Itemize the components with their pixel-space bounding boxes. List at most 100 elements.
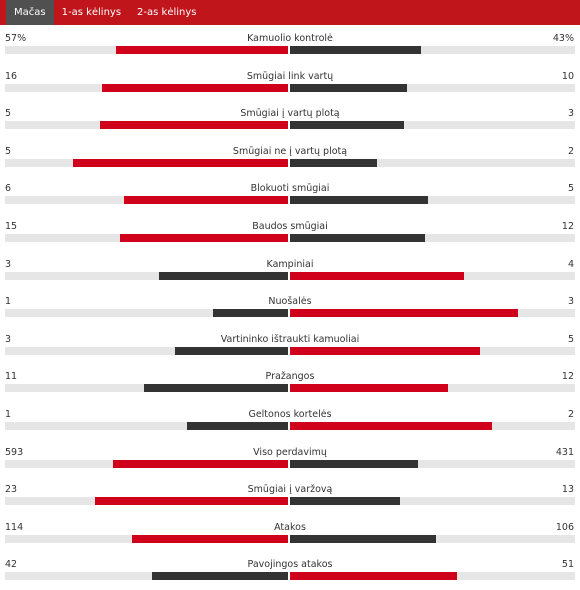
stat-text-line: 16 Smūgiai link vartų 10: [0, 71, 580, 83]
home-value: 42: [5, 559, 18, 571]
stat-row: 23 Smūgiai į varžovą 13: [0, 476, 580, 514]
stat-label: Pavojingos atakos: [247, 559, 333, 571]
away-bar-track: [290, 158, 575, 167]
home-value: 16: [5, 70, 18, 82]
home-value: 3: [5, 258, 12, 270]
home-bar: [175, 346, 288, 355]
home-bar: [100, 121, 288, 130]
home-bar-track: [5, 233, 288, 242]
home-bar: [102, 83, 288, 92]
stat-text-line: 11 Pražangos 12: [0, 371, 580, 383]
stat-text-line: 5 Smūgiai į vartų plotą 3: [0, 108, 580, 120]
away-value: 13: [561, 484, 574, 496]
stat-row: 15 Baudos smūgiai 12: [0, 213, 580, 251]
away-value: 431: [555, 446, 574, 458]
stat-text-line: 1 Nuošalės 3: [0, 296, 580, 308]
away-bar: [290, 384, 448, 393]
away-bar: [290, 421, 492, 430]
stat-label: Geltonos kortelės: [248, 408, 332, 420]
away-bar: [290, 121, 404, 130]
home-bar: [132, 534, 288, 543]
tab-second-half[interactable]: 2-as kėlinys: [137, 7, 197, 18]
home-bar: [152, 572, 288, 581]
stat-label: Kampiniai: [266, 258, 314, 270]
home-value: 23: [5, 484, 18, 496]
away-bar: [290, 271, 464, 280]
stat-row: 3 Vartininko ištraukti kamuoliai 5: [0, 326, 580, 364]
stat-label: Smūgiai ne į vartų plotą: [232, 145, 348, 157]
away-bar: [290, 233, 425, 242]
home-bar: [113, 459, 288, 468]
home-bar-track: [5, 121, 288, 130]
away-bar: [290, 459, 418, 468]
stats-list: 57% Kamuolio kontrolė 43% 16 Smūgiai link va…: [0, 25, 580, 589]
away-bar: [290, 497, 400, 506]
home-bar: [95, 497, 288, 506]
stat-text-line: 15 Baudos smūgiai 12: [0, 221, 580, 233]
away-bar: [290, 309, 518, 318]
away-value: 5: [567, 333, 574, 345]
home-bar-track: [5, 83, 288, 92]
home-bar: [120, 233, 288, 242]
away-bar-track: [290, 309, 575, 318]
home-bar-track: [5, 196, 288, 205]
tab-match[interactable]: Mačas: [6, 0, 54, 25]
home-value: 593: [5, 446, 24, 458]
home-bar: [124, 196, 288, 205]
period-tabs: Mačas 1-as kėlinys 2-as kėlinys: [0, 0, 580, 25]
home-bar-track: [5, 497, 288, 506]
away-value: 2: [567, 145, 574, 157]
stat-text-line: 6 Blokuoti smūgiai 5: [0, 183, 580, 195]
home-bar-track: [5, 572, 288, 581]
home-value: 114: [5, 521, 24, 533]
stat-label: Smūgiai link vartų: [246, 70, 334, 82]
stat-row: 1 Geltonos kortelės 2: [0, 401, 580, 439]
away-bar-track: [290, 121, 575, 130]
home-bar-track: [5, 46, 288, 54]
home-bar-track: [5, 459, 288, 468]
stat-label: Pražangos: [265, 371, 315, 383]
stat-label: Nuošalės: [268, 296, 312, 308]
stat-text-line: 3 Kampiniai 4: [0, 259, 580, 271]
away-bar-track: [290, 497, 575, 506]
home-bar: [116, 46, 288, 54]
away-bar-track: [290, 196, 575, 205]
home-bar: [144, 384, 288, 393]
away-bar-track: [290, 46, 575, 54]
stat-text-line: 1 Geltonos kortelės 2: [0, 409, 580, 421]
stat-text-line: 3 Vartininko ištraukti kamuoliai 5: [0, 334, 580, 346]
away-bar-track: [290, 534, 575, 543]
home-bar-track: [5, 309, 288, 318]
away-bar-track: [290, 459, 575, 468]
home-bar-track: [5, 534, 288, 543]
away-bar-track: [290, 233, 575, 242]
away-bar: [290, 158, 377, 167]
away-value: 4: [567, 258, 574, 270]
tab-first-half[interactable]: 1-as kėlinys: [61, 7, 122, 18]
stat-label: Vartininko ištraukti kamuoliai: [220, 333, 360, 345]
home-bar: [73, 158, 288, 167]
home-value: 1: [5, 296, 12, 308]
stat-text-line: 57% Kamuolio kontrolė 43%: [0, 33, 580, 45]
stat-text-line: 5 Smūgiai ne į vartų plotą 2: [0, 146, 580, 158]
home-value: 57%: [5, 33, 27, 44]
stat-text-line: 23 Smūgiai į varžovą 13: [0, 484, 580, 496]
away-value: 3: [567, 108, 574, 120]
away-bar: [290, 196, 428, 205]
stat-label: Smūgiai į vartų plotą: [240, 108, 340, 120]
stat-label: Viso perdavimų: [253, 446, 327, 458]
stat-label: Blokuoti smūgiai: [250, 183, 330, 195]
home-bar-track: [5, 346, 288, 355]
away-bar-track: [290, 271, 575, 280]
away-value: 10: [561, 70, 574, 82]
away-bar-track: [290, 572, 575, 581]
home-value: 6: [5, 183, 12, 195]
away-value: 51: [561, 559, 574, 571]
away-bar: [290, 46, 421, 54]
home-bar: [159, 271, 288, 280]
away-value: 43%: [552, 33, 574, 44]
home-bar-track: [5, 384, 288, 393]
away-value: 106: [555, 521, 574, 533]
stat-label: Atakos: [274, 521, 306, 533]
stat-row: 5 Smūgiai ne į vartų plotą 2: [0, 138, 580, 176]
